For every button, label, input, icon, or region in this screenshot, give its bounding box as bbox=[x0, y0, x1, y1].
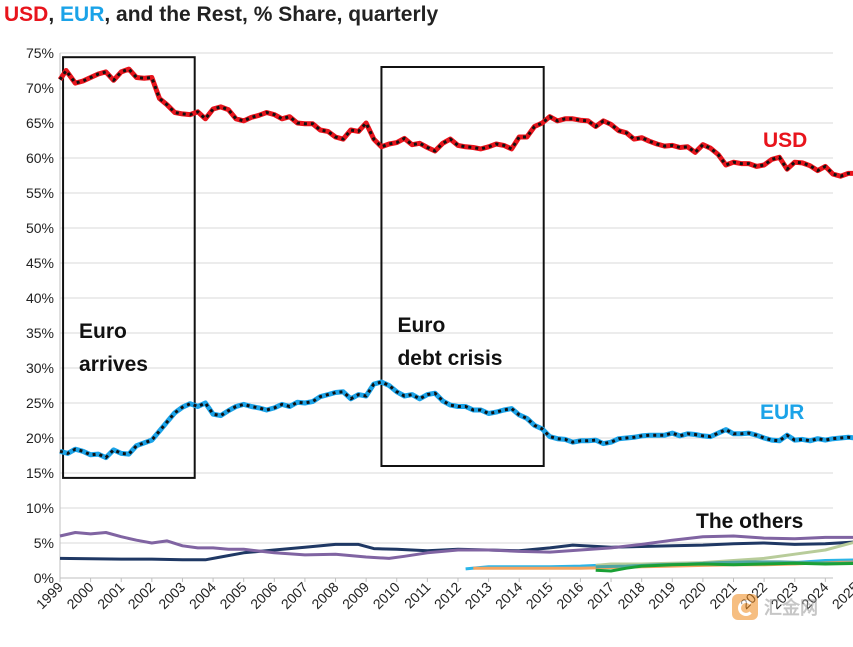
y-tick-label: 50% bbox=[26, 220, 54, 236]
x-tick-label: 2002 bbox=[125, 579, 158, 612]
x-tick-label: 2016 bbox=[553, 579, 586, 612]
y-tick-label: 45% bbox=[26, 255, 54, 271]
title-sep: , bbox=[48, 3, 61, 26]
y-tick-label: 25% bbox=[26, 395, 54, 411]
others-series-label: The others bbox=[696, 510, 803, 533]
x-tick-label: 2014 bbox=[492, 579, 525, 612]
series-line-eur bbox=[59, 379, 853, 461]
x-tick-label: 2007 bbox=[278, 579, 311, 612]
watermark-text: 汇金网 bbox=[764, 598, 818, 619]
y-tick-label: 70% bbox=[26, 80, 54, 96]
x-tick-label: 2012 bbox=[431, 579, 464, 612]
usd-series-label: USD bbox=[763, 129, 807, 152]
y-tick-label: 30% bbox=[26, 360, 54, 376]
chart-title: USD, EUR, and the Rest, % Share, quarter… bbox=[4, 3, 438, 27]
x-tick-label: 2000 bbox=[63, 579, 96, 612]
x-tick-label: 2009 bbox=[339, 579, 372, 612]
x-tick-label: 2008 bbox=[308, 579, 341, 612]
eur-series-label: EUR bbox=[760, 401, 804, 424]
x-tick-label: 2020 bbox=[676, 579, 709, 612]
x-tick-label: 2015 bbox=[523, 579, 556, 612]
title-eur: EUR bbox=[60, 3, 105, 26]
series-line-usd bbox=[57, 66, 853, 179]
logo-icon bbox=[732, 594, 758, 620]
x-tick-label: 2010 bbox=[370, 579, 403, 612]
y-tick-label: 60% bbox=[26, 150, 54, 166]
annotation-box-2 bbox=[380, 66, 545, 467]
euro-debt-crisis-label-line-2: debt crisis bbox=[397, 347, 502, 370]
x-tick-label: 2006 bbox=[247, 579, 280, 612]
series-line-other-purple bbox=[59, 531, 853, 560]
x-tick-label: 2019 bbox=[645, 579, 678, 612]
x-tick-label: 2018 bbox=[614, 579, 647, 612]
y-tick-label: 15% bbox=[26, 465, 54, 481]
x-tick-label: 2013 bbox=[461, 579, 494, 612]
y-tick-label: 10% bbox=[26, 500, 54, 516]
y-tick-label: 55% bbox=[26, 185, 54, 201]
y-tick-label: 35% bbox=[26, 325, 54, 341]
euro-debt-crisis-label-line-1: Euro bbox=[397, 314, 445, 337]
y-tick-label: 0% bbox=[34, 570, 54, 586]
x-tick-label: 2017 bbox=[584, 579, 617, 612]
y-tick-label: 65% bbox=[26, 115, 54, 131]
euro-arrives-label-line-2: arrives bbox=[79, 353, 148, 376]
x-tick-label: 2001 bbox=[94, 579, 127, 612]
x-tick-label: 2005 bbox=[216, 579, 249, 612]
title-usd: USD bbox=[4, 3, 49, 26]
series-line-eur-dots bbox=[59, 380, 853, 460]
y-tick-label: 40% bbox=[26, 290, 54, 306]
x-tick-label: 2003 bbox=[155, 579, 188, 612]
y-tick-label: 5% bbox=[34, 535, 54, 551]
title-rest: , and the Rest, % Share, quarterly bbox=[104, 3, 439, 26]
series-line-other-green bbox=[595, 561, 853, 573]
y-tick-label: 75% bbox=[26, 45, 54, 61]
euro-arrives-label-line-1: Euro bbox=[79, 320, 127, 343]
x-tick-label: 2004 bbox=[186, 579, 219, 612]
annotation-box-1 bbox=[62, 56, 196, 479]
watermark: 汇金网 bbox=[732, 590, 842, 624]
x-tick-label: 2011 bbox=[401, 579, 434, 612]
series-line-usd-dots bbox=[58, 67, 853, 178]
y-tick-label: 20% bbox=[26, 430, 54, 446]
